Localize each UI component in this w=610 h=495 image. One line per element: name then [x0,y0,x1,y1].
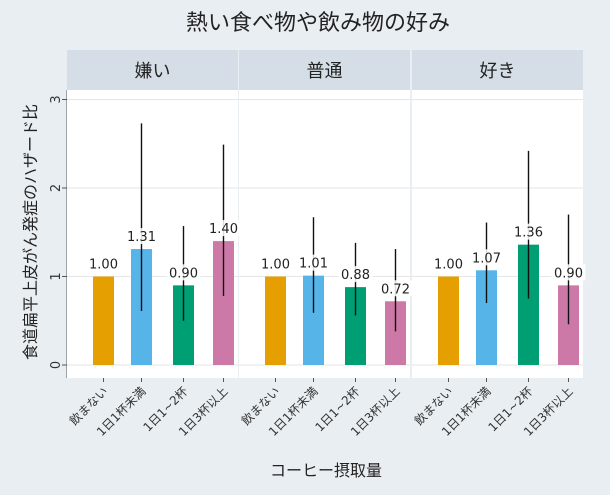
bar-1-0 [265,276,286,365]
panel-background-2 [412,90,583,378]
facet-label-1: 普通 [307,61,343,82]
facet-label-2: 好き [480,61,516,82]
value-label-0-0: 1.00 [89,258,118,273]
value-label-bg-1-0 [258,255,293,272]
value-label-0-1: 1.31 [127,230,156,245]
y-axis-title: 食道扁平上皮がん発症のハザード比 [21,104,40,360]
bar-2-2 [518,244,539,365]
bar-0-3 [213,241,234,365]
value-label-bg-2-3 [551,264,586,281]
value-label-1-0: 1.00 [261,258,290,273]
panel-background-1 [239,90,410,378]
bar-1-3 [385,301,406,365]
bar-2-1 [476,270,497,365]
bar-2-3 [558,285,579,365]
y-tick-label-3: 3 [49,95,64,103]
value-label-bg-0-0 [86,255,121,272]
value-label-2-3: 0.90 [554,266,583,281]
value-label-1-1: 1.01 [299,257,328,272]
x-axis-title: コーヒー摂取量 [270,461,382,480]
bar-0-0 [93,276,114,365]
value-label-2-0: 1.00 [434,258,463,273]
y-tick-label-1: 1 [49,272,64,280]
facet-strip-0 [67,50,238,90]
bar-0-2 [173,285,194,365]
value-label-1-2: 0.88 [341,268,370,283]
chart-title: 熱い食べ物や飲み物の好み [186,11,450,36]
value-label-bg-0-3 [206,220,241,237]
y-tick-label-2: 2 [49,184,64,192]
value-label-bg-1-1 [296,254,331,271]
bar-1-2 [345,287,366,365]
value-label-bg-1-3 [378,280,413,297]
value-label-bg-1-2 [338,266,373,283]
facet-strip-2 [412,50,583,90]
value-label-bg-2-2 [511,223,546,240]
facet-label-0: 嫌い [135,61,171,82]
facet-strip-1 [239,50,410,90]
value-label-0-3: 1.40 [209,222,238,237]
value-label-bg-0-1 [124,228,159,245]
value-label-1-3: 0.72 [381,282,410,297]
value-label-0-2: 0.90 [169,266,198,281]
value-label-bg-2-0 [431,255,466,272]
bar-1-1 [303,275,324,365]
y-tick-label-0: 0 [49,361,64,369]
value-label-2-2: 1.36 [514,226,543,241]
value-label-2-1: 1.07 [472,251,501,266]
bar-2-0 [438,276,459,365]
value-label-bg-0-2 [166,264,201,281]
value-label-bg-2-1 [469,249,504,266]
